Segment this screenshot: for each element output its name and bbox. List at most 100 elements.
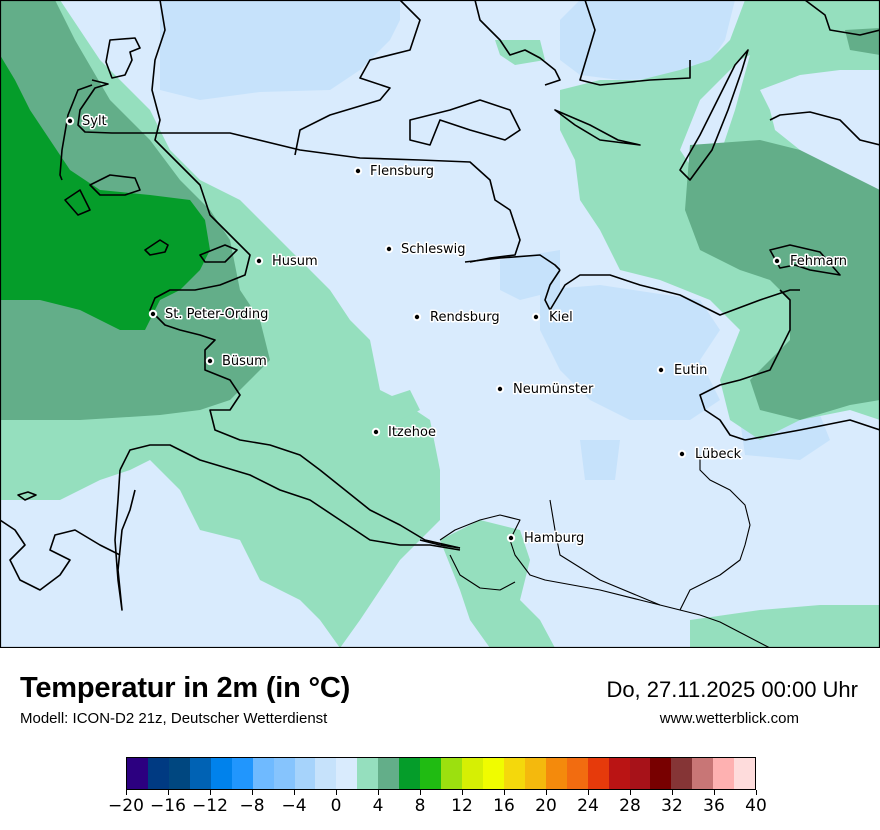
colorbar-swatch — [441, 758, 462, 789]
city-busum[interactable]: Büsum — [205, 353, 268, 371]
colorbar-swatch — [524, 758, 546, 789]
colorbar-tick-label: 24 — [577, 796, 599, 816]
colorbar-tick — [630, 790, 631, 795]
border-hamburg-south — [439, 514, 771, 648]
colorbar-tick-label: 40 — [745, 796, 767, 816]
coastline-neuwerk — [17, 491, 37, 501]
cold-area-little-belt — [560, 0, 735, 80]
temperature-map[interactable]: Sylt Flensburg Schleswig Husum Fehmarn S… — [0, 0, 880, 648]
colorbar-tick — [168, 790, 169, 795]
colorbar-swatch — [629, 758, 651, 789]
svg-text:Schleswig: Schleswig — [401, 242, 466, 257]
colorbar-tick — [420, 790, 421, 795]
svg-text:Husum: Husum — [272, 254, 318, 269]
coastline-flensburg-fjord — [155, 132, 521, 263]
svg-text:Neumünster: Neumünster — [513, 382, 594, 397]
colorbar-swatch — [231, 758, 253, 789]
mild-area-southeast — [690, 605, 880, 648]
city-kiel[interactable]: Kiel — [531, 309, 574, 327]
city-lubeck[interactable]: Lübeck — [677, 446, 743, 464]
coastline-aero — [554, 109, 641, 146]
city-husum[interactable]: Husum — [254, 253, 319, 271]
colorbar-swatch — [147, 758, 169, 789]
colorbar-tick — [294, 790, 295, 795]
coastline-elbe-mouth — [419, 539, 461, 549]
svg-text:Lübeck: Lübeck — [695, 447, 742, 462]
city-markers: Sylt Flensburg Schleswig Husum Fehmarn S… — [65, 113, 849, 548]
colorbar-tick-label: −8 — [239, 796, 265, 816]
colorbar-tick — [378, 790, 379, 795]
cold-area-kiel-bay — [540, 285, 720, 420]
colorbar-swatch — [189, 758, 211, 789]
coastline-zealand — [804, 0, 880, 36]
svg-text:Fehmarn: Fehmarn — [790, 254, 847, 269]
coastline-amrum — [64, 189, 91, 216]
colorbar-tick-label: −20 — [108, 796, 144, 816]
coastline-sylt-north — [77, 79, 155, 134]
colorbar-swatch — [503, 758, 525, 789]
city-st-peter-ording[interactable]: St. Peter-Ording — [148, 306, 270, 324]
website-link[interactable]: www.wetterblick.com — [659, 710, 799, 727]
colorbar-tick — [546, 790, 547, 795]
svg-text:Kiel: Kiel — [549, 310, 573, 325]
coastline-little-belt — [474, 0, 561, 86]
map-canvas: Sylt Flensburg Schleswig Husum Fehmarn S… — [0, 0, 880, 648]
colorbar-tick — [462, 790, 463, 795]
mild-patch-center — [380, 390, 420, 420]
cold-area-north-sea — [160, 0, 400, 100]
colorbar-tick — [252, 790, 253, 795]
city-fehmarn[interactable]: Fehmarn — [772, 253, 849, 271]
model-source: Modell: ICON-D2 21z, Deutscher Wetterdie… — [20, 710, 328, 727]
city-rendsburg[interactable]: Rendsburg — [412, 309, 501, 327]
colorbar-swatch — [692, 758, 714, 789]
colorbar-swatch — [587, 758, 609, 789]
coastline-weser — [0, 519, 121, 591]
city-neumunster[interactable]: Neumünster — [495, 381, 595, 399]
colorbar-swatch — [252, 758, 274, 789]
city-eutin[interactable]: Eutin — [656, 362, 709, 380]
svg-text:Eutin: Eutin — [674, 363, 707, 378]
svg-text:Itzehoe: Itzehoe — [388, 425, 436, 440]
coastline-langeland — [679, 49, 749, 181]
colorbar-tick — [504, 790, 505, 795]
colorbar-tick-label: 28 — [619, 796, 641, 816]
valid-datetime: Do, 27.11.2025 00:00 Uhr — [606, 677, 858, 702]
colorbar-tick-label: −16 — [150, 796, 186, 816]
coastline-sylt — [59, 84, 93, 181]
colorbar-swatch — [127, 758, 148, 789]
colorbar-swatch — [273, 758, 295, 789]
colorbar-swatch — [336, 758, 358, 789]
coastline-eckernforde — [464, 254, 561, 271]
svg-text:Sylt: Sylt — [82, 114, 107, 129]
colorbar-tick — [588, 790, 589, 795]
colorbar-tick — [672, 790, 673, 795]
coastline-fyn — [579, 0, 691, 86]
coastline-als — [409, 99, 521, 146]
colorbar-swatch — [420, 758, 442, 789]
city-hamburg[interactable]: Hamburg — [506, 530, 586, 548]
border-lauenburg — [679, 455, 751, 611]
temperature-colorbar — [126, 757, 756, 790]
colorbar-tick-label: 12 — [451, 796, 473, 816]
mild-area-hamburg — [440, 520, 555, 648]
coastline-elbe-south — [119, 444, 461, 551]
colorbar-swatch — [462, 758, 483, 789]
coastline-kiel-bay — [544, 269, 800, 316]
coastline-romo — [105, 37, 141, 79]
city-flensburg[interactable]: Flensburg — [353, 163, 435, 181]
city-sylt[interactable]: Sylt — [65, 113, 108, 131]
city-schleswig[interactable]: Schleswig — [384, 241, 467, 259]
colorbar-tick — [336, 790, 337, 795]
colorbar-tick-label: 32 — [661, 796, 683, 816]
colorbar-swatch — [566, 758, 588, 789]
colorbar-tick-label: 36 — [703, 796, 725, 816]
colorbar-swatch — [650, 758, 672, 789]
colorbar-tick-label: 8 — [414, 796, 426, 816]
city-itzehoe[interactable]: Itzehoe — [371, 424, 437, 442]
colorbar-tick — [714, 790, 715, 795]
colorbar-swatch — [608, 758, 630, 789]
svg-text:Büsum: Büsum — [222, 354, 267, 369]
colorbar-swatch — [315, 758, 337, 789]
colorbar-tick-label: 4 — [372, 796, 384, 816]
colorbar-tick-label: 0 — [330, 796, 342, 816]
